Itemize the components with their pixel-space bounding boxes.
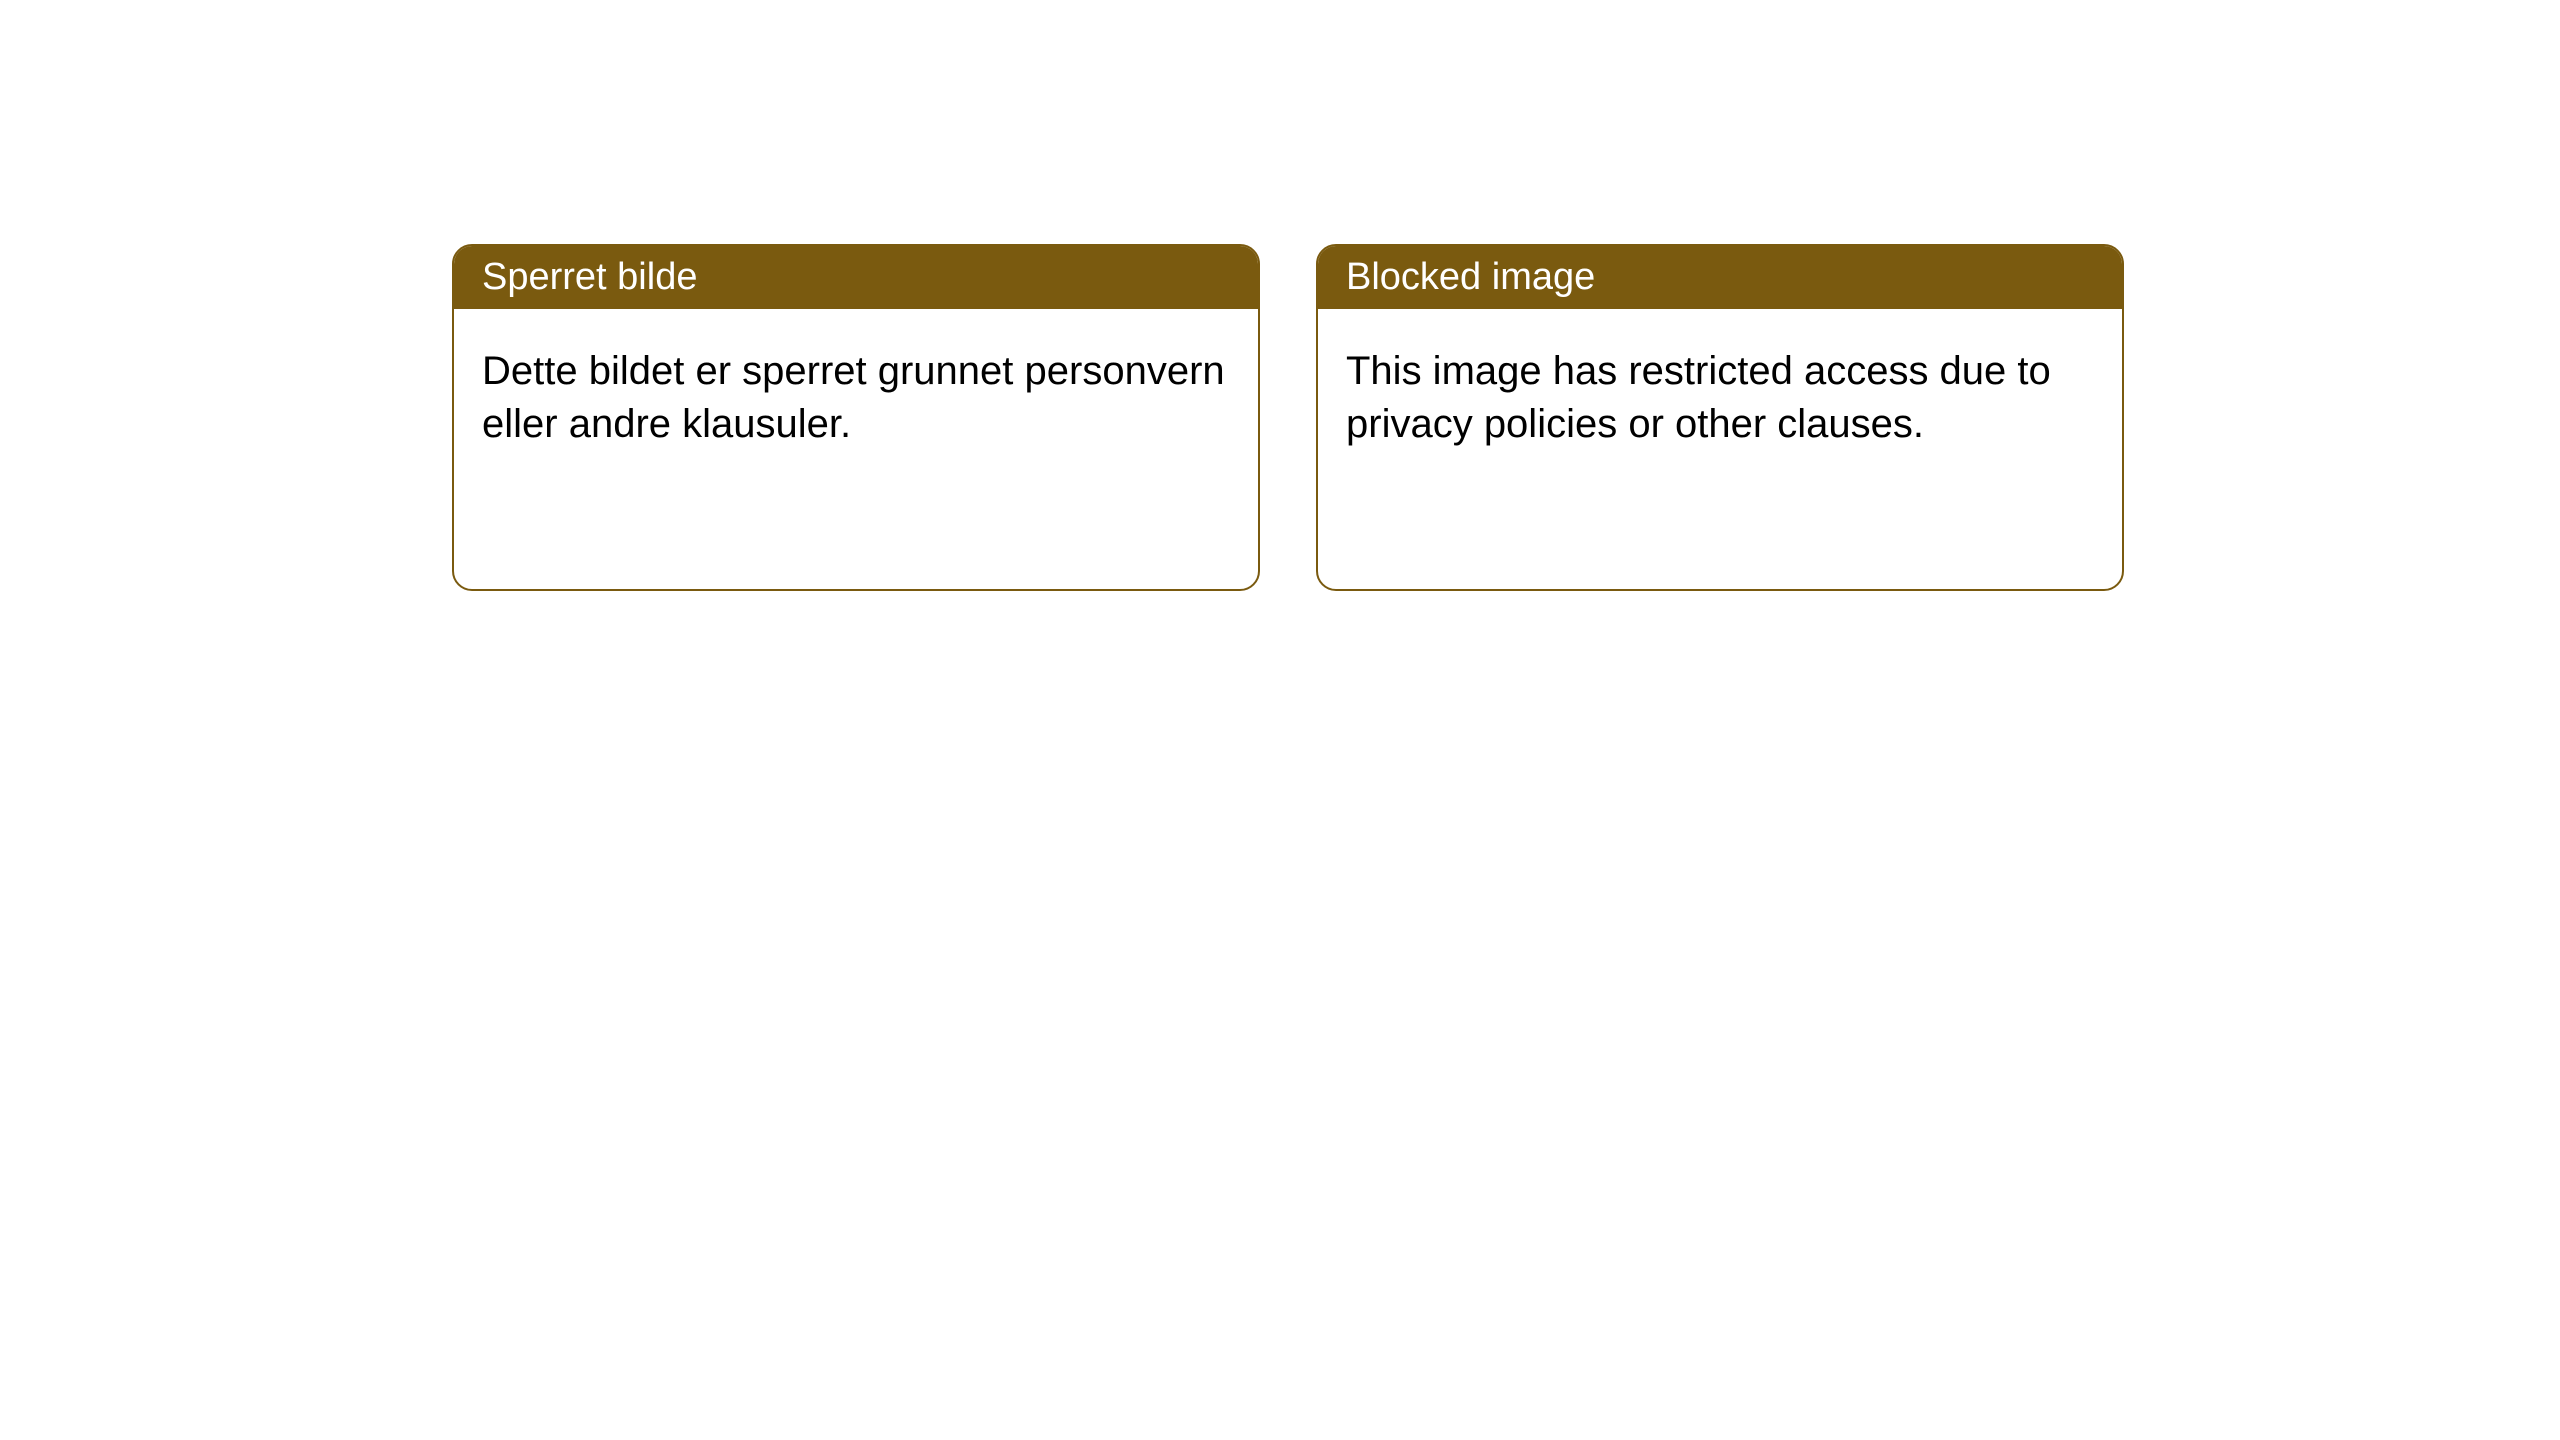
- notice-card-english: Blocked image This image has restricted …: [1316, 244, 2124, 591]
- notice-header-norwegian: Sperret bilde: [454, 246, 1258, 309]
- notice-card-norwegian: Sperret bilde Dette bildet er sperret gr…: [452, 244, 1260, 591]
- notice-body-norwegian: Dette bildet er sperret grunnet personve…: [454, 309, 1258, 589]
- notice-cards-container: Sperret bilde Dette bildet er sperret gr…: [452, 244, 2124, 591]
- notice-body-english: This image has restricted access due to …: [1318, 309, 2122, 589]
- notice-header-english: Blocked image: [1318, 246, 2122, 309]
